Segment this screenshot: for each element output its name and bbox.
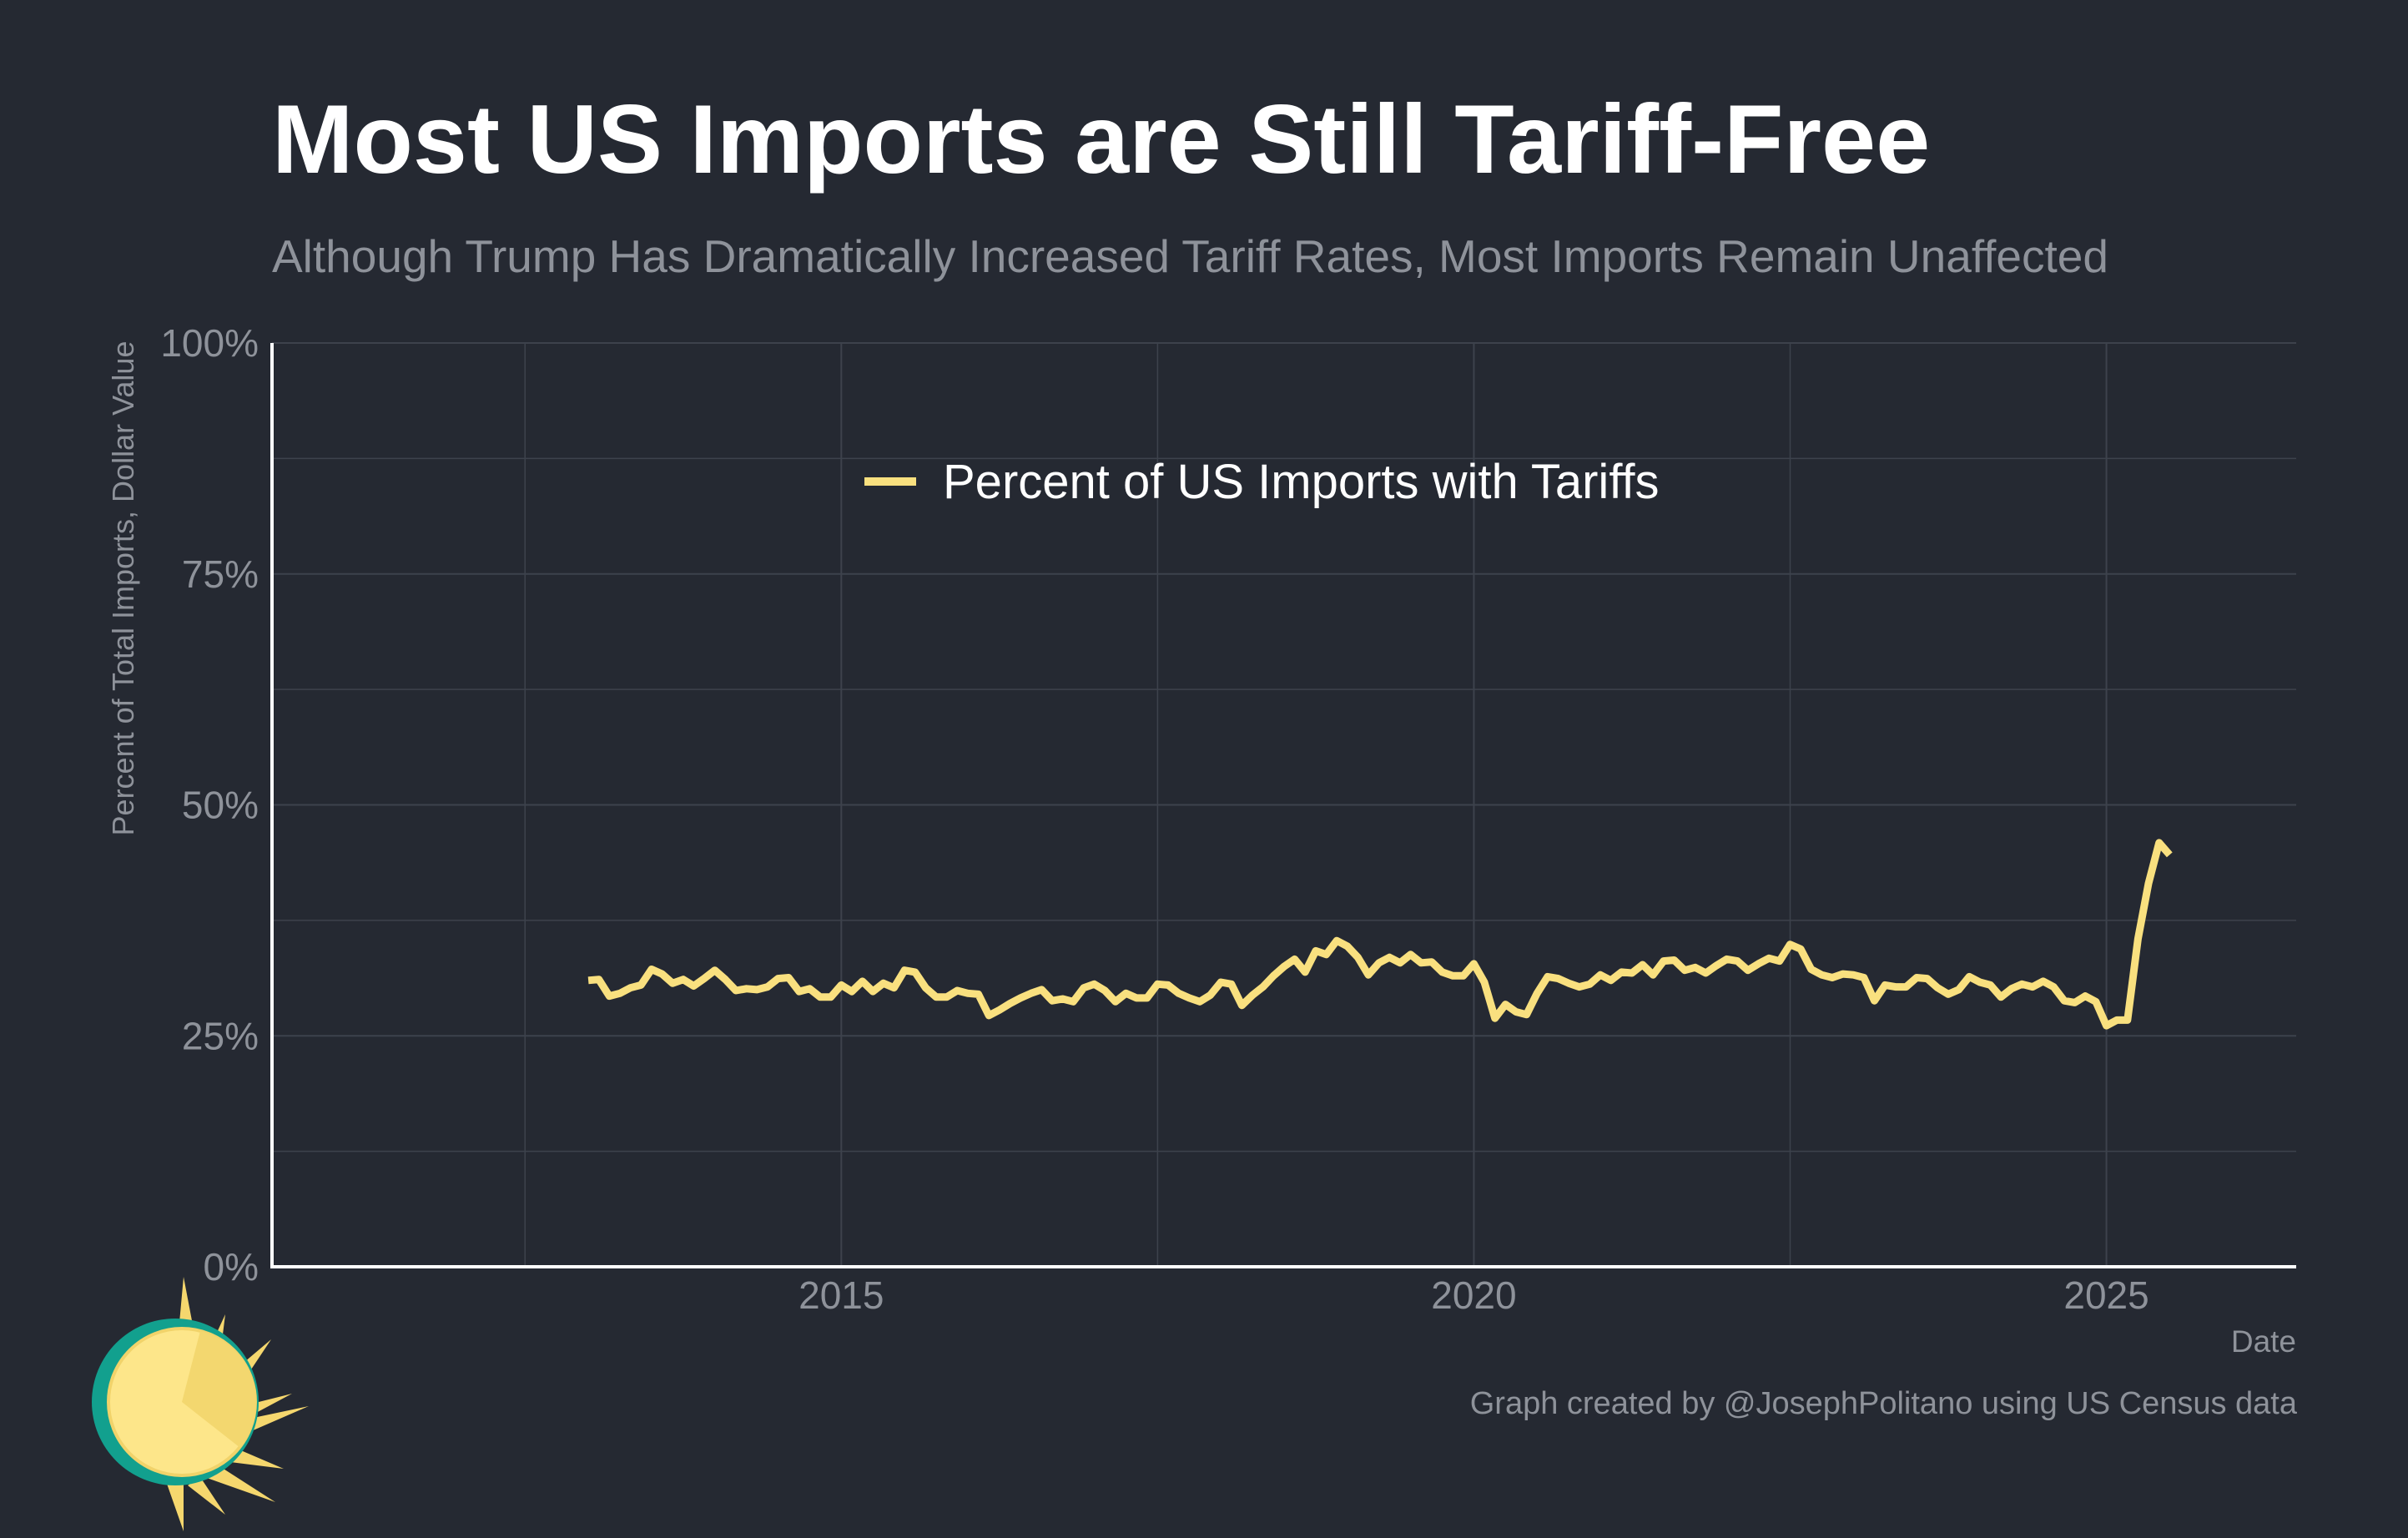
legend-label: Percent of US Imports with Tariffs [943,455,1660,509]
sun-logo-icon [92,1277,309,1531]
y-tick-label: 0% [204,1245,259,1288]
y-tick-label: 25% [182,1014,259,1057]
grid-lines [272,342,2296,1267]
series-layer [587,839,2173,1030]
x-tick-label: 2025 [2063,1273,2149,1317]
y-tick-labels: 0% 25% 50% 75% 100% [160,321,259,1288]
axes [270,343,2296,1268]
chart-subtitle: Although Trump Has Dramatically Increase… [272,230,2108,282]
y-axis-label: Percent of Total Imports, Dollar Value [106,341,140,836]
source-caption: Graph created by @JosephPolitano using U… [1469,1386,2297,1421]
y-tick-label: 50% [182,784,259,827]
x-tick-label: 2020 [1431,1273,1516,1317]
series-line [587,839,2173,1030]
y-tick-label: 75% [182,552,259,596]
x-axis-label: Date [2231,1324,2296,1359]
sun-face-shade [182,1331,256,1448]
x-tick-label: 2015 [798,1273,884,1317]
chart-title: Most US Imports are Still Tariff-Free [272,84,1931,194]
x-tick-labels: 2015 2020 2025 [798,1273,2149,1317]
y-tick-label: 100% [160,321,259,365]
legend: Percent of US Imports with Tariffs [864,455,1660,509]
